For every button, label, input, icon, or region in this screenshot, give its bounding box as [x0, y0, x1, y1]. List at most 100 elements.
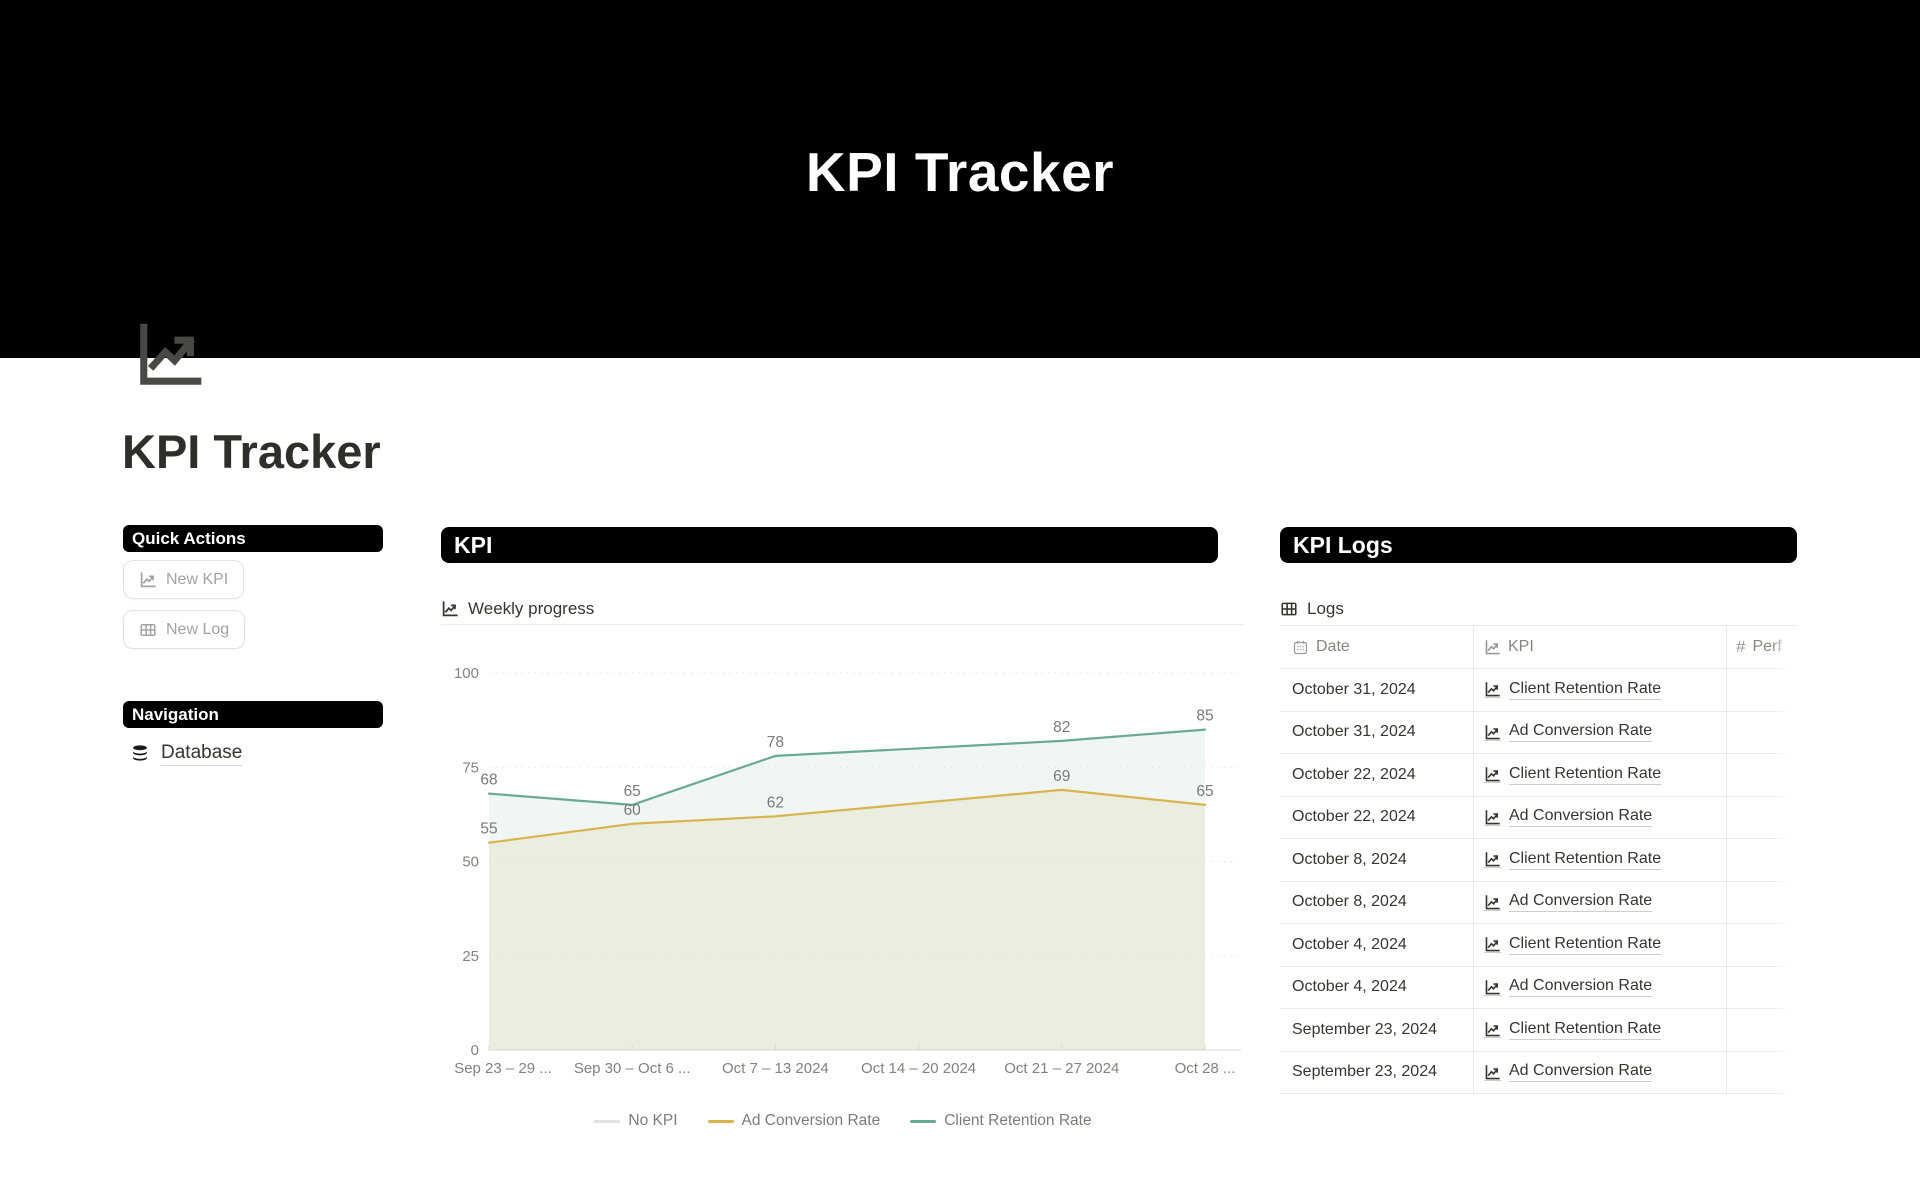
- kpi-link-label: Ad Conversion Rate: [1509, 722, 1653, 743]
- kpi-page-link[interactable]: Ad Conversion Rate: [1484, 807, 1653, 828]
- svg-text:60: 60: [624, 802, 642, 819]
- date-value: October 31, 2024: [1292, 680, 1416, 698]
- kpi-page-link[interactable]: Ad Conversion Rate: [1484, 977, 1653, 998]
- svg-text:65: 65: [624, 783, 641, 800]
- date-cell[interactable]: September 23, 2024: [1280, 1051, 1474, 1093]
- column-header-perf[interactable]: # Perf: [1727, 626, 1797, 668]
- date-cell[interactable]: October 22, 2024: [1280, 754, 1474, 796]
- chart-view-title[interactable]: Weekly progress: [441, 593, 1245, 625]
- kpi-page-link[interactable]: Ad Conversion Rate: [1484, 1062, 1653, 1083]
- kpi-page-link[interactable]: Client Retention Rate: [1484, 680, 1662, 700]
- chart-legend: No KPI Ad Conversion Rate Client Retention…: [441, 1112, 1245, 1130]
- svg-text:Oct 21 – 27 2024: Oct 21 – 27 2024: [1004, 1060, 1119, 1077]
- date-cell[interactable]: October 8, 2024: [1280, 881, 1474, 923]
- kpi-page-link[interactable]: Client Retention Rate: [1484, 850, 1662, 870]
- line-chart-icon: [1484, 766, 1501, 784]
- new-kpi-button[interactable]: New KPI: [123, 560, 245, 599]
- svg-text:82: 82: [1053, 719, 1070, 736]
- legend-item-client-retention-rate: Client Retention Rate: [910, 1112, 1092, 1130]
- database-link-label: Database: [161, 742, 243, 766]
- sidebar-item-database[interactable]: Database: [130, 742, 383, 766]
- line-chart-icon: [1484, 1021, 1501, 1039]
- kpi-page-link[interactable]: Ad Conversion Rate: [1484, 892, 1653, 913]
- date-value: October 4, 2024: [1292, 935, 1407, 953]
- table-header-row: Date KPI # Perf: [1280, 626, 1797, 669]
- date-cell[interactable]: October 8, 2024: [1280, 839, 1474, 881]
- kpi-cell: Client Retention Rate: [1474, 1009, 1727, 1051]
- kpi-section-header: KPI: [441, 527, 1218, 563]
- date-value: October 4, 2024: [1292, 978, 1407, 996]
- page-title[interactable]: KPI Tracker: [122, 425, 381, 478]
- perf-cell[interactable]: [1727, 839, 1797, 881]
- cover-image: KPI Tracker: [0, 0, 1920, 358]
- legend-item-ad-conversion-rate: Ad Conversion Rate: [707, 1112, 880, 1130]
- line-Client Retention Rate: [487, 728, 1207, 806]
- perf-cell[interactable]: [1727, 797, 1797, 839]
- kpi-cell: Ad Conversion Rate: [1474, 711, 1727, 753]
- svg-text:50: 50: [462, 854, 479, 871]
- kpi-cell: Ad Conversion Rate: [1474, 796, 1727, 838]
- table-row: October 31, 2024 Client Retention Rate: [1280, 669, 1797, 712]
- kpi-page-link[interactable]: Client Retention Rate: [1484, 935, 1662, 955]
- date-cell[interactable]: October 31, 2024: [1280, 711, 1474, 753]
- table-row: October 4, 2024 Ad Conversion Rate: [1280, 966, 1797, 1009]
- date-cell[interactable]: October 4, 2024: [1280, 924, 1474, 966]
- date-cell[interactable]: October 4, 2024: [1280, 966, 1474, 1008]
- table-row: October 22, 2024 Ad Conversion Rate: [1280, 796, 1797, 839]
- date-value: September 23, 2024: [1292, 1063, 1437, 1081]
- kpi-cell: Ad Conversion Rate: [1474, 966, 1727, 1008]
- column-header-kpi[interactable]: KPI: [1474, 626, 1727, 668]
- column-header-label: KPI: [1508, 638, 1534, 655]
- perf-cell[interactable]: [1727, 712, 1797, 754]
- svg-text:62: 62: [767, 794, 784, 811]
- perf-cell[interactable]: [1727, 967, 1797, 1009]
- date-cell[interactable]: October 22, 2024: [1280, 796, 1474, 838]
- new-log-button[interactable]: New Log: [123, 610, 246, 649]
- date-value: September 23, 2024: [1292, 1020, 1437, 1038]
- kpi-page-link[interactable]: Client Retention Rate: [1484, 765, 1662, 785]
- perf-cell[interactable]: [1727, 754, 1797, 796]
- weekly-progress-chart: 0 25 50 75 100 55 60 62 69 65 68 65 78 82 85 Sep 23 – 2…: [454, 665, 1241, 1077]
- line-chart-icon: [1484, 639, 1501, 656]
- table-row: October 8, 2024 Ad Conversion Rate: [1280, 881, 1797, 924]
- perf-cell[interactable]: [1727, 1052, 1797, 1094]
- table-icon: [139, 621, 157, 639]
- svg-text:0: 0: [471, 1042, 479, 1059]
- area-Client Retention Rate: [489, 729, 1205, 1050]
- date-cell[interactable]: September 23, 2024: [1280, 1009, 1474, 1051]
- legend-label: Client Retention Rate: [944, 1112, 1092, 1129]
- chart-data-labels: 55 60 62 69 65 68 65 78 82 85: [480, 708, 1213, 838]
- kpi-page-link[interactable]: Ad Conversion Rate: [1484, 722, 1653, 743]
- date-value: October 31, 2024: [1292, 723, 1416, 741]
- date-cell[interactable]: October 31, 2024: [1280, 669, 1474, 711]
- perf-cell[interactable]: [1727, 1009, 1797, 1051]
- kpi-logs-section-header: KPI Logs: [1280, 527, 1797, 563]
- kpi-link-label: Client Retention Rate: [1509, 1020, 1662, 1040]
- kpi-link-label: Ad Conversion Rate: [1509, 1062, 1653, 1083]
- kpi-cell: Client Retention Rate: [1474, 669, 1727, 711]
- kpi-page-link[interactable]: Client Retention Rate: [1484, 1020, 1662, 1040]
- column-header-label: Perf: [1752, 638, 1782, 655]
- perf-cell[interactable]: [1727, 924, 1797, 966]
- hash-icon: #: [1736, 637, 1746, 656]
- sidebar: Quick Actions New KPI New Log Navigation…: [123, 525, 383, 766]
- svg-text:65: 65: [1196, 783, 1213, 800]
- kpi-cell: Client Retention Rate: [1474, 754, 1727, 796]
- legend-label: No KPI: [628, 1112, 678, 1129]
- table-row: October 31, 2024 Ad Conversion Rate: [1280, 711, 1797, 754]
- column-header-date[interactable]: Date: [1280, 626, 1474, 668]
- perf-cell[interactable]: [1727, 669, 1797, 711]
- kpi-logs-section: KPI Logs Logs Date KPI # Perf October 31, 20…: [1280, 527, 1797, 1094]
- perf-cell[interactable]: [1727, 882, 1797, 924]
- database-icon: [130, 744, 150, 764]
- table-row: October 22, 2024 Client Retention Rate: [1280, 754, 1797, 797]
- date-value: October 22, 2024: [1292, 808, 1416, 826]
- kpi-link-label: Client Retention Rate: [1509, 765, 1662, 785]
- kpi-link-label: Ad Conversion Rate: [1509, 807, 1653, 828]
- logs-table-title[interactable]: Logs: [1280, 593, 1797, 625]
- svg-text:Sep 23 – 29 ...: Sep 23 – 29 ...: [454, 1060, 552, 1077]
- page-icon line-chart-icon[interactable]: [133, 318, 207, 392]
- kpi-link-label: Client Retention Rate: [1509, 935, 1662, 955]
- chart-gridlines: 0 25 50 75 100: [454, 665, 1241, 1059]
